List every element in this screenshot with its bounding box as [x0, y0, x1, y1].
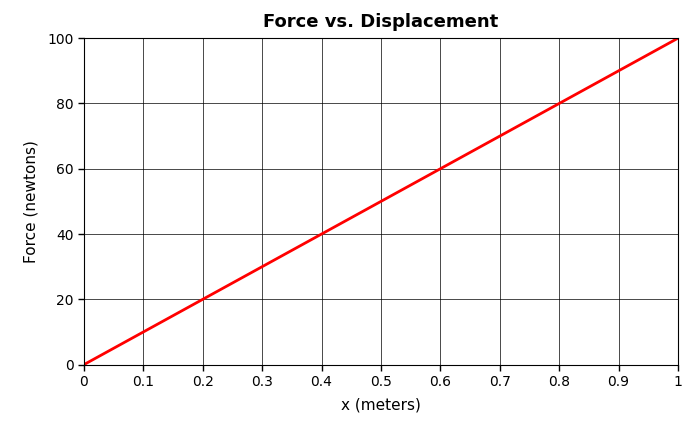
Y-axis label: Force (newtons): Force (newtons) — [24, 140, 38, 263]
X-axis label: x (meters): x (meters) — [341, 397, 421, 413]
Title: Force vs. Displacement: Force vs. Displacement — [264, 13, 498, 31]
